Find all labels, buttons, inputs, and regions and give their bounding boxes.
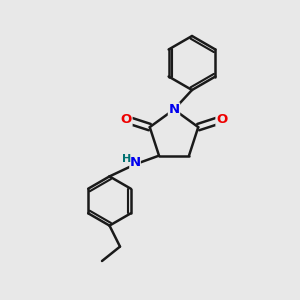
Text: H: H (122, 154, 131, 164)
Text: O: O (121, 113, 132, 126)
Text: N: N (168, 103, 180, 116)
Text: O: O (216, 113, 227, 126)
Text: N: N (130, 156, 141, 170)
